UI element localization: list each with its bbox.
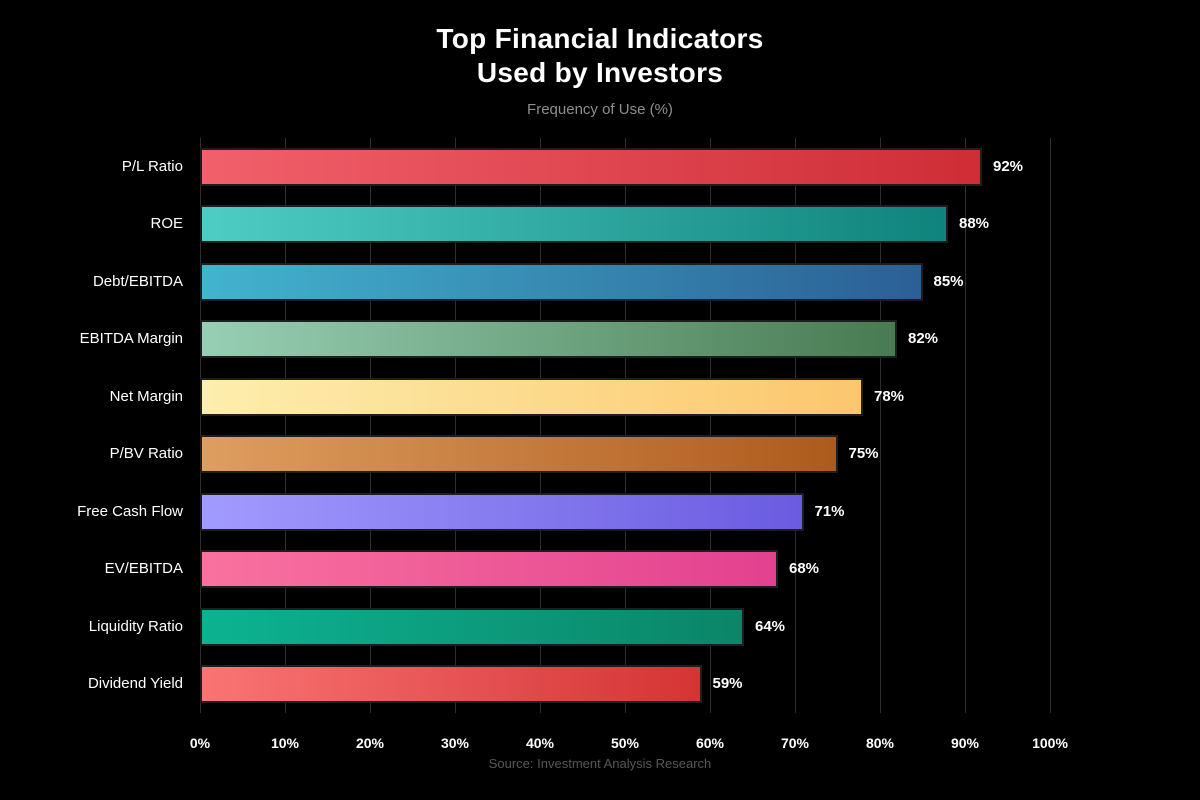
category-label: EV/EBITDA xyxy=(104,560,183,578)
bar xyxy=(200,377,863,416)
category-label: Net Margin xyxy=(109,387,183,405)
gridline-100 xyxy=(1050,138,1052,713)
bar xyxy=(200,550,778,589)
x-tick-label-70: 70% xyxy=(780,735,810,751)
x-tick-label-40: 40% xyxy=(525,735,555,751)
gridline-60 xyxy=(710,138,712,713)
chart-title: Top Financial Indicators Used by Investo… xyxy=(0,22,1200,90)
x-tick-label-80: 80% xyxy=(865,735,895,751)
bar xyxy=(200,492,804,531)
category-label: P/BV Ratio xyxy=(109,445,183,463)
bar xyxy=(200,205,948,244)
chart-title-line2: Used by Investors xyxy=(476,57,724,88)
category-label: Liquidity Ratio xyxy=(88,617,183,635)
x-tick-label-30: 30% xyxy=(440,735,470,751)
bar xyxy=(200,262,923,301)
bar-value-label: 78% xyxy=(874,387,905,405)
gridline-70 xyxy=(795,138,797,713)
chart-title-line1: Top Financial Indicators xyxy=(436,23,764,54)
bar-value-label: 82% xyxy=(908,330,939,348)
gridline-50 xyxy=(625,138,627,713)
x-tick-label-10: 10% xyxy=(270,735,300,751)
bar-value-label: 64% xyxy=(755,617,786,635)
x-tick-label-0: 0% xyxy=(189,735,211,751)
bar xyxy=(200,320,897,359)
bar-value-label: 92% xyxy=(993,157,1024,175)
category-label: ROE xyxy=(150,215,183,233)
bar xyxy=(200,435,838,474)
gridline-0 xyxy=(200,138,202,713)
x-tick-label-20: 20% xyxy=(355,735,385,751)
x-tick-label-50: 50% xyxy=(610,735,640,751)
chart-subtitle: Frequency of Use (%) xyxy=(527,101,673,118)
source-note: Source: Investment Analysis Research xyxy=(488,756,712,771)
bar-value-label: 85% xyxy=(933,272,964,290)
bar-value-label: 75% xyxy=(848,445,879,463)
gridline-20 xyxy=(370,138,372,713)
bar xyxy=(200,665,702,704)
bar-value-label: 68% xyxy=(789,560,820,578)
bar-value-label: 88% xyxy=(959,215,990,233)
bar xyxy=(200,607,744,646)
bar xyxy=(200,147,982,186)
x-tick-label-100: 100% xyxy=(1032,735,1068,751)
category-label: EBITDA Margin xyxy=(79,330,183,348)
gridline-10 xyxy=(285,138,287,713)
gridline-30 xyxy=(455,138,457,713)
x-tick-label-60: 60% xyxy=(695,735,725,751)
gridline-80 xyxy=(880,138,882,713)
category-label: P/L Ratio xyxy=(121,157,183,175)
x-tick-label-90: 90% xyxy=(950,735,980,751)
bar-value-label: 59% xyxy=(712,675,743,693)
bar-value-label: 71% xyxy=(814,502,845,520)
gridline-40 xyxy=(540,138,542,713)
category-label: Debt/EBITDA xyxy=(92,272,183,290)
category-label: Dividend Yield xyxy=(87,675,183,693)
gridline-90 xyxy=(965,138,967,713)
category-label: Free Cash Flow xyxy=(77,502,183,520)
